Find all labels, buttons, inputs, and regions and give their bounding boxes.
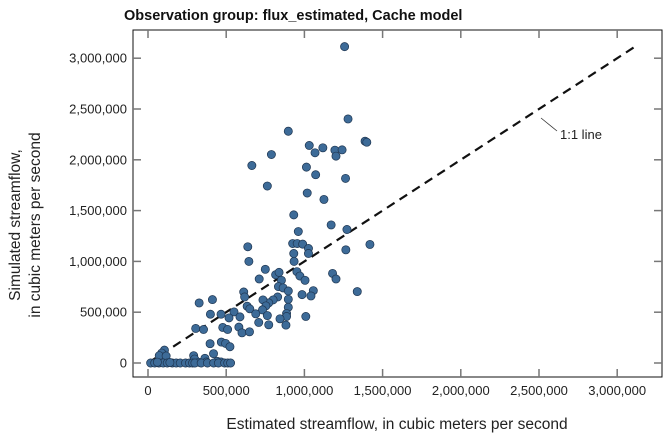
data-point <box>247 161 257 170</box>
data-point <box>340 42 350 52</box>
data-point <box>283 126 293 136</box>
data-point <box>283 294 293 304</box>
data-point <box>226 358 236 368</box>
data-point <box>304 249 313 258</box>
reference-line-group <box>147 44 639 364</box>
data-point <box>311 170 321 180</box>
y-tick-label: 0 <box>120 356 127 371</box>
plot-frame <box>132 29 663 378</box>
data-point <box>216 309 226 319</box>
y-tick-label: 3,000,000 <box>69 51 127 66</box>
data-point <box>224 313 234 323</box>
data-point <box>352 287 362 297</box>
reference-line-label: 1:1 line <box>560 127 602 142</box>
data-point <box>341 245 351 255</box>
data-point <box>254 318 264 327</box>
data-point <box>205 339 215 349</box>
data-point <box>343 114 353 124</box>
data-point <box>258 305 267 315</box>
data-point <box>318 143 328 153</box>
data-point <box>302 188 312 198</box>
data-point <box>235 312 245 322</box>
data-point <box>341 173 350 183</box>
data-point <box>293 227 303 236</box>
x-tick-label: 2,000,000 <box>432 383 490 398</box>
y-tick-label: 2,000,000 <box>69 152 127 167</box>
y-tick-label: 2,500,000 <box>69 102 127 117</box>
data-point <box>223 325 233 334</box>
data-point <box>275 314 285 324</box>
y-axis-title-line-1: Simulated streamflow, <box>7 149 24 301</box>
x-tick-label: 500,000 <box>203 383 250 398</box>
data-point <box>264 320 274 330</box>
data-point <box>209 349 218 359</box>
data-point <box>245 327 254 337</box>
data-point <box>289 249 299 258</box>
x-tick-label: 3,000,000 <box>588 383 646 398</box>
data-point <box>365 239 375 249</box>
x-tick-label: 1,000,000 <box>275 383 333 398</box>
x-axis-title: Estimated streamflow, in cubic meters pe… <box>226 416 567 433</box>
data-point <box>297 290 307 300</box>
x-tick-label: 2,500,000 <box>510 383 568 398</box>
x-tick-label: 0 <box>144 383 151 398</box>
data-point <box>301 162 311 172</box>
chart-title: Observation group: flux_estimated, Cache… <box>124 8 462 24</box>
data-point <box>342 225 352 234</box>
reference-line-leader <box>540 117 558 132</box>
data-point <box>194 298 204 308</box>
data-point <box>289 256 299 266</box>
data-point <box>319 194 329 204</box>
data-point <box>262 311 272 321</box>
data-point <box>199 325 208 334</box>
data-point <box>225 342 235 352</box>
data-point <box>229 307 239 317</box>
data-point <box>289 210 299 220</box>
y-axis-title-line-2: in cubic meters per second <box>27 132 44 317</box>
x-tick-label: 1,500,000 <box>354 383 412 398</box>
data-point <box>240 292 250 302</box>
data-point <box>326 220 336 230</box>
data-point <box>205 309 215 319</box>
data-point <box>266 150 276 159</box>
data-point <box>283 286 293 296</box>
data-point <box>362 137 372 147</box>
data-point <box>165 358 175 367</box>
data-point <box>331 274 341 284</box>
data-point <box>207 295 217 305</box>
data-point <box>281 320 291 330</box>
data-point <box>331 151 341 161</box>
data-point <box>254 274 264 284</box>
data-points <box>146 42 375 368</box>
one-to-one-line <box>147 44 639 364</box>
data-point <box>306 291 316 301</box>
data-point <box>152 357 162 367</box>
data-point <box>243 242 253 252</box>
data-point <box>251 309 261 319</box>
data-point <box>301 312 311 321</box>
y-tick-label: 1,500,000 <box>69 203 127 218</box>
y-tick-label: 500,000 <box>80 305 127 320</box>
data-point <box>237 328 247 338</box>
data-point <box>245 304 255 314</box>
axis-ticks: 0 500,000 1,000,000 1,500,000 2,000,000 2,500… <box>69 30 662 398</box>
data-point <box>244 256 254 266</box>
data-point <box>337 145 347 155</box>
data-point <box>262 181 272 191</box>
data-point <box>310 148 320 158</box>
data-point <box>274 267 284 277</box>
data-point <box>260 264 270 274</box>
data-point <box>191 324 201 333</box>
y-tick-label: 1,000,000 <box>69 254 127 269</box>
data-point <box>304 141 314 150</box>
data-point <box>300 275 310 285</box>
